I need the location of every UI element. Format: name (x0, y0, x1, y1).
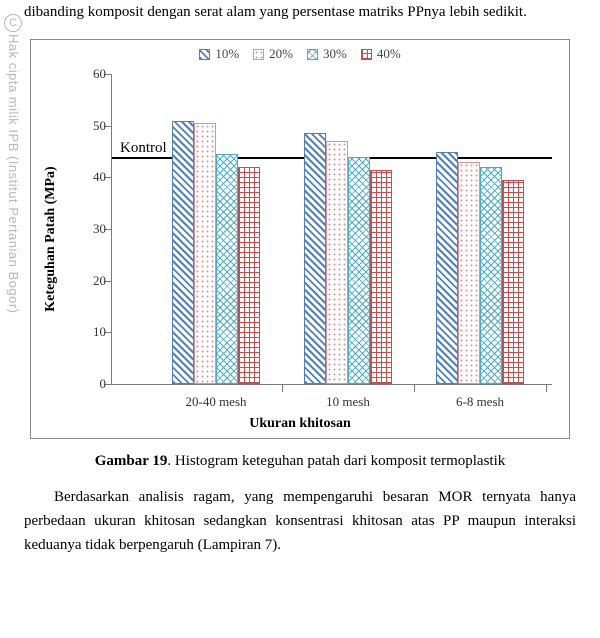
y-tick-label: 20 (76, 273, 106, 289)
copyright-badge: C (4, 14, 22, 32)
y-tick-label: 60 (76, 66, 106, 82)
bar (436, 152, 458, 385)
bar (304, 133, 326, 384)
legend-swatch-icon (253, 49, 264, 60)
y-tick-label: 30 (76, 221, 106, 237)
legend-item: 30% (307, 46, 347, 62)
body-paragraph-1: Berdasarkan analisis ragam, yang mempeng… (24, 485, 576, 557)
x-category-label: 6-8 mesh (456, 394, 504, 410)
bar (238, 167, 260, 384)
figure-caption: Gambar 19. Histogram keteguhan patah dar… (24, 453, 576, 470)
bar (502, 180, 524, 384)
legend-item: 40% (361, 46, 401, 62)
bar (348, 157, 370, 384)
bar (216, 154, 238, 384)
bar (326, 141, 348, 384)
x-category-label: 10 mesh (326, 394, 370, 410)
legend-item: 10% (199, 46, 239, 62)
legend-swatch-icon (361, 49, 372, 60)
legend-item: 20% (253, 46, 293, 62)
x-tick (282, 384, 283, 392)
chart-legend: 10% 20% 30% 40% (31, 46, 569, 62)
bar (172, 121, 194, 385)
y-tick-label: 0 (76, 376, 106, 392)
x-axis-title: Ukuran khitosan (31, 416, 569, 432)
watermark-text: Hak cipta milik IPB (Institut Pertanian … (6, 34, 21, 314)
chart-container: 10% 20% 30% 40% Keteguhan Patah (MPa) Kontr… (30, 39, 570, 439)
figure-caption-text: . Histogram keteguhan patah dari komposi… (167, 453, 505, 469)
legend-label: 20% (269, 46, 293, 62)
y-tick-label: 50 (76, 118, 106, 134)
x-tick (414, 384, 415, 392)
reference-label: Kontrol (118, 140, 169, 157)
legend-swatch-icon (199, 49, 210, 60)
x-tick (546, 384, 547, 392)
legend-label: 40% (377, 46, 401, 62)
bar (194, 123, 216, 384)
figure-caption-label: Gambar 19 (95, 453, 168, 469)
top-paragraph-fragment: dibanding komposit dengan serat alam yan… (24, 0, 576, 24)
y-tick-label: 40 (76, 169, 106, 185)
y-axis-title: Keteguhan Patah (MPa) (43, 166, 59, 311)
chart-plot-area: Kontrol ↑ 010203040506020-40 mesh10 mesh… (111, 74, 552, 385)
legend-label: 30% (323, 46, 347, 62)
y-tick-label: 10 (76, 324, 106, 340)
legend-label: 10% (215, 46, 239, 62)
x-category-label: 20-40 mesh (185, 394, 246, 410)
bar (480, 167, 502, 384)
legend-swatch-icon (307, 49, 318, 60)
bar (370, 170, 392, 384)
bar (458, 162, 480, 384)
